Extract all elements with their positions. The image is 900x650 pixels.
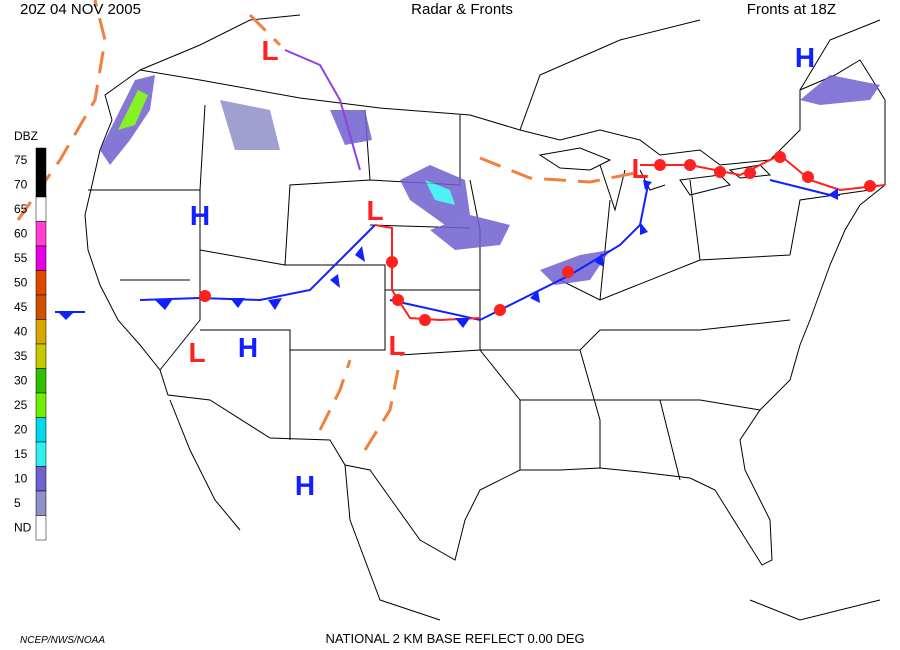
legend-swatch <box>35 147 47 173</box>
mexico-border <box>169 399 881 621</box>
legend-label: 30 <box>14 374 28 388</box>
legend-label: 75 <box>14 153 28 167</box>
valid-time: 20Z 04 NOV 2005 <box>20 1 141 18</box>
echo <box>330 110 372 145</box>
legend-swatch <box>35 294 47 320</box>
legend-swatch <box>35 441 47 467</box>
echo <box>800 75 880 105</box>
legend-swatch <box>35 343 47 369</box>
cold-front <box>55 179 840 322</box>
legend-swatch <box>35 490 47 516</box>
legend-label: 70 <box>14 178 28 192</box>
legend-label: 25 <box>14 398 28 412</box>
pressure-center: L <box>388 330 405 361</box>
legend-label: 50 <box>14 276 28 290</box>
pressure-center: L <box>188 337 205 368</box>
product-name: NATIONAL 2 KM BASE REFLECT 0.00 DEG <box>325 631 584 646</box>
legend-label: 55 <box>14 251 28 265</box>
canada-border <box>139 14 881 131</box>
pressure-center: H <box>295 470 315 501</box>
legend-label: ND <box>14 521 32 535</box>
pressure-center: H <box>238 332 258 363</box>
legend-label: 35 <box>14 349 28 363</box>
echo <box>540 250 610 285</box>
echo <box>220 100 280 150</box>
legend-swatch <box>35 392 47 418</box>
pressure-center: L <box>366 195 383 226</box>
trough <box>248 13 400 451</box>
legend-swatch <box>35 368 47 394</box>
legend-label: 60 <box>14 227 28 241</box>
pressure-center: H <box>795 42 815 73</box>
credit: NCEP/NWS/NOAA <box>20 635 105 646</box>
pressure-center: L <box>631 153 648 184</box>
legend-label: 15 <box>14 447 28 461</box>
us-outline <box>84 59 886 566</box>
legend-label: 5 <box>14 496 21 510</box>
echo <box>430 215 510 250</box>
legend-label: 40 <box>14 325 28 339</box>
map-title: Radar & Fronts <box>411 1 513 18</box>
warm-front-barbs <box>199 151 876 326</box>
legend-swatch <box>35 172 47 198</box>
legend-label: 45 <box>14 300 28 314</box>
echo <box>425 180 455 205</box>
legend-swatch <box>35 417 47 443</box>
legend-label: 65 <box>14 202 28 216</box>
legend-label: 20 <box>14 423 28 437</box>
legend-swatch <box>35 221 47 247</box>
occluded-front <box>284 49 361 171</box>
legend-swatch <box>35 319 47 345</box>
echo <box>118 90 148 130</box>
pressure-center: H <box>190 200 210 231</box>
radar-echoes <box>100 75 880 285</box>
fronts-time: Fronts at 18Z <box>747 1 836 18</box>
legend-swatch <box>35 196 47 222</box>
great-lakes <box>538 147 772 212</box>
legend-swatch <box>35 466 47 492</box>
legend-swatch <box>35 245 47 271</box>
trough <box>479 156 641 184</box>
pressure-center: L <box>261 35 278 66</box>
legend-swatch <box>35 270 47 296</box>
legend-title: DBZ <box>14 129 38 143</box>
legend-label: 10 <box>14 472 28 486</box>
legend: DBZ 75 70 65 60 55 50 45 40 35 30 25 20 15 10 5 ND <box>14 129 47 541</box>
legend-swatch <box>35 515 47 541</box>
